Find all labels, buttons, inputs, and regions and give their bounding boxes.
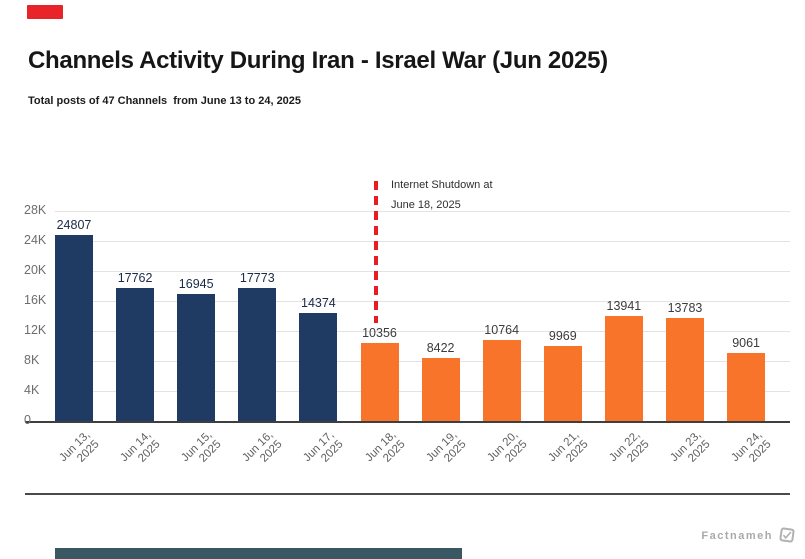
x-axis-tick-label: Jun 22, 2025 [607,429,652,465]
bar-value-label: 13783 [667,301,703,315]
annotation-line-2: June 18, 2025 [391,198,461,211]
factnameh-stamp-icon [779,527,795,543]
x-axis-tick-label: Jun 19, 2025 [423,429,469,465]
bar-value-label: 8422 [426,341,455,355]
bar [482,340,521,421]
bar [238,288,277,421]
y-axis-tick-label: 8K [24,353,40,367]
y-axis-tick-label: 24K [24,233,47,247]
x-axis-tick-label: Jun 18, 2025 [362,429,408,465]
y-axis-tick-label: 12K [24,323,47,337]
y-axis-tick-label: 0 [24,413,31,427]
gridline [55,241,790,242]
watermark-text: Factnameh [701,529,773,542]
bar [55,235,93,421]
bar-value-label: 9061 [732,336,760,350]
chart-subtitle: Total posts of 47 Channels from June 13 … [28,95,302,107]
y-axis-tick-label: 28K [24,203,47,217]
x-axis-tick-label: Jun 24, 2025 [729,429,774,465]
gridline [55,301,790,302]
x-axis-tick-label: Jun 14, 2025 [118,429,163,465]
footer-accent-bar [55,548,462,559]
x-axis-tick-label: Jun 13, 2025 [57,429,102,465]
x-axis-tick-label: Jun 23, 2025 [668,429,713,465]
y-axis-tick-label: 20K [24,263,47,277]
x-axis-tick-label: Jun 21, 2025 [546,429,591,465]
watermark: Factnameh [701,527,796,544]
bar-value-label: 14374 [301,296,336,310]
x-axis-tick-label: Jun 15, 2025 [179,429,224,465]
gridline [55,331,790,332]
gridline [55,211,790,212]
annotation-line-1: Internet Shutdown at [391,179,493,191]
bar-value-label: 10356 [362,326,397,340]
brand-accent-mark [27,5,63,19]
bar [604,316,643,421]
bar [116,288,155,421]
bar-value-label: 16945 [178,277,214,291]
shutdown-dashed-line [374,181,378,323]
bar-value-label: 9969 [548,329,577,343]
bar-value-label: 17762 [117,271,153,285]
x-axis-tick-label: Jun 17, 2025 [301,429,347,465]
chart-title: Channels Activity During Iran - Israel W… [28,47,608,74]
x-axis-tick-label: Jun 16, 2025 [240,429,285,465]
footer-divider-line [25,493,790,495]
x-axis-tick-label: Jun 20, 2025 [485,429,530,465]
bar-value-label: 13941 [606,299,642,313]
bar-value-label: 17773 [239,271,275,285]
y-axis-tick-label: 16K [24,293,47,307]
bar [543,346,582,421]
bar [666,318,704,421]
bar [727,353,766,421]
gridline [55,271,790,272]
y-axis-tick-label: 4K [24,383,40,397]
bar [360,343,399,421]
bar-value-label: 10764 [484,323,520,337]
bar-value-label: 24807 [56,218,92,232]
x-axis-line [25,421,790,423]
bar [299,313,338,421]
shutdown-annotation: Internet Shutdown at June 18, 2025 [391,176,493,215]
bar [177,294,216,421]
bar [421,358,460,421]
